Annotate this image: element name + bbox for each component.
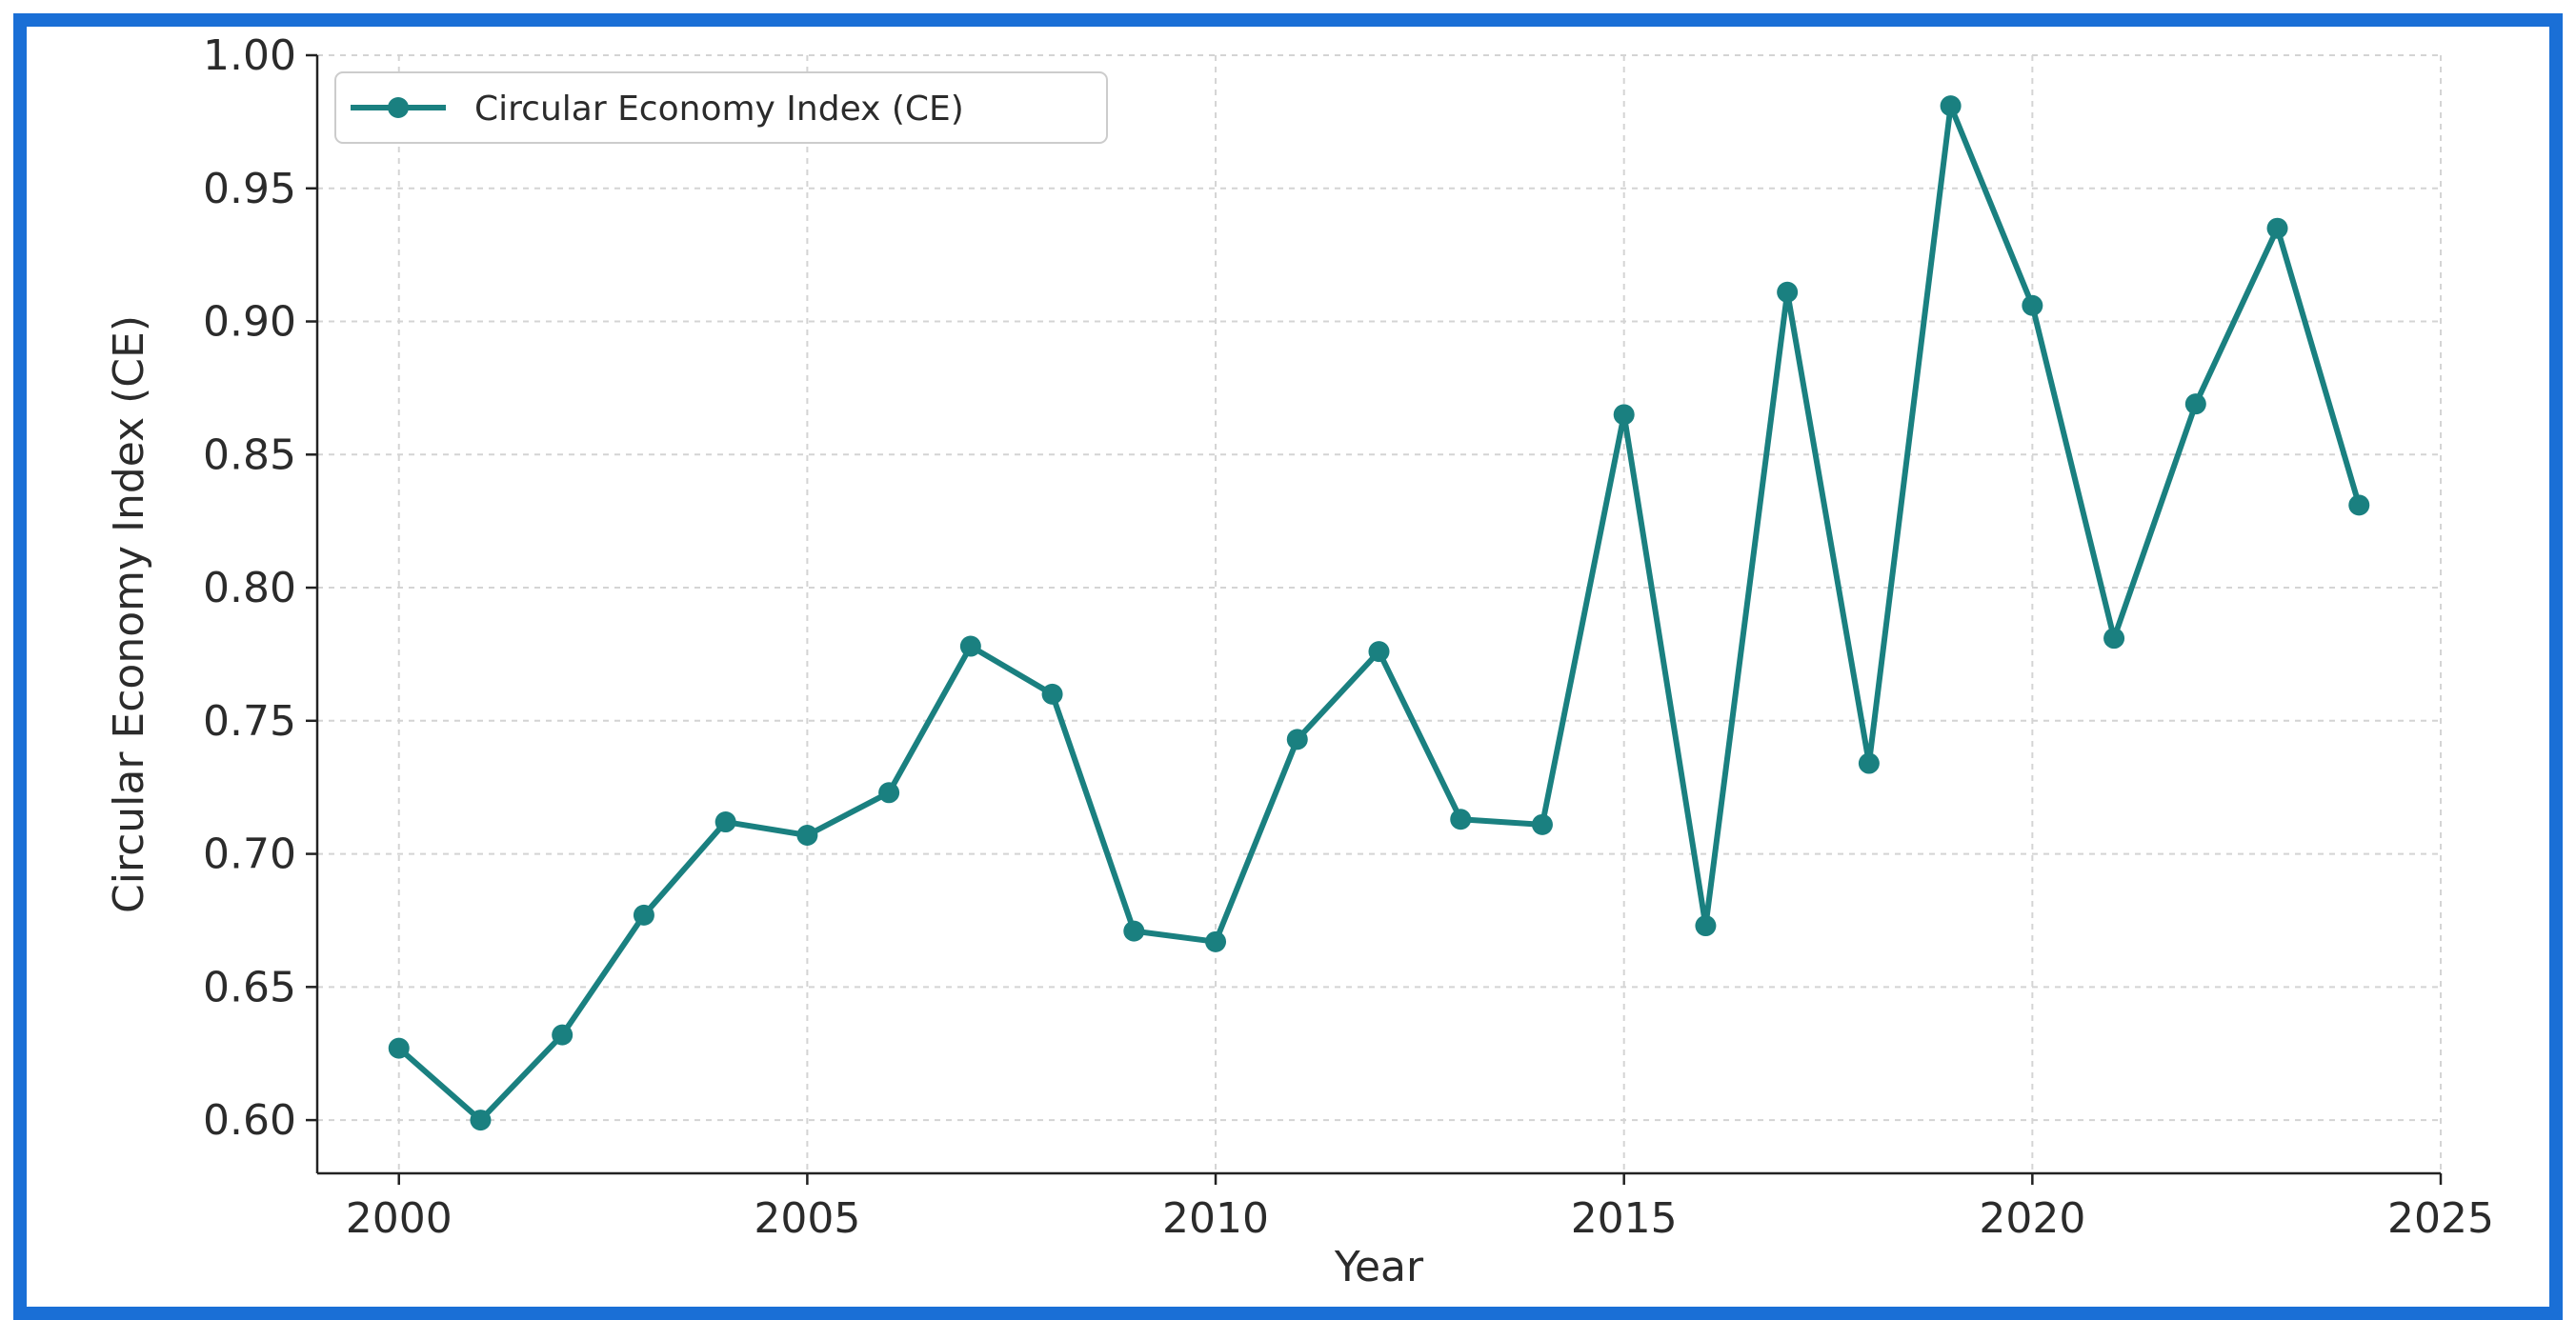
y-tick-label: 0.80 xyxy=(203,564,296,612)
legend: Circular Economy Index (CE) xyxy=(334,71,1108,144)
y-tick-label: 0.90 xyxy=(203,298,296,347)
x-axis-title: Year xyxy=(1334,1243,1424,1291)
x-tick-label: 2020 xyxy=(1979,1194,2085,1243)
x-tick-label: 2005 xyxy=(754,1194,860,1243)
y-tick-label: 0.60 xyxy=(203,1096,296,1145)
data-point xyxy=(2266,217,2288,239)
legend-box xyxy=(334,71,1108,144)
data-point xyxy=(1940,95,1962,117)
data-point xyxy=(1123,920,1145,942)
y-axis-ticks: 0.60 0.65 0.70 0.75 0.80 0.85 0.90 0.95 1.00 xyxy=(203,31,317,1145)
legend-label: Circular Economy Index (CE) xyxy=(474,90,964,129)
y-tick-label: 0.65 xyxy=(203,963,296,1011)
y-tick-label: 0.70 xyxy=(203,830,296,879)
data-point xyxy=(1450,809,1472,830)
data-point xyxy=(1368,641,1390,663)
data-point xyxy=(2103,628,2125,650)
data-point xyxy=(714,811,736,833)
series-line xyxy=(395,103,2363,1124)
x-axis-ticks: 2000 2005 2010 2015 2020 2025 xyxy=(346,1173,2494,1243)
data-point xyxy=(2184,393,2206,415)
grid xyxy=(317,54,2442,1173)
y-tick-label: 0.95 xyxy=(203,165,296,213)
data-point xyxy=(1205,930,1227,952)
data-point xyxy=(1041,683,1063,705)
x-tick-label: 2025 xyxy=(2387,1194,2494,1243)
y-axis-title: Circular Economy Index (CE) xyxy=(105,315,153,913)
legend-marker-swatch xyxy=(388,97,409,118)
data-point xyxy=(1613,404,1635,426)
data-point xyxy=(959,635,981,657)
data-point xyxy=(1286,729,1308,750)
data-point xyxy=(2348,494,2370,516)
data-point xyxy=(1531,813,1553,835)
data-point xyxy=(633,904,654,926)
y-tick-label: 1.00 xyxy=(203,31,296,80)
data-point xyxy=(796,825,818,847)
data-point xyxy=(552,1024,574,1046)
x-tick-label: 2000 xyxy=(346,1194,453,1243)
y-tick-label: 0.75 xyxy=(203,697,296,746)
data-point xyxy=(1695,915,1717,937)
data-point xyxy=(1777,281,1799,303)
y-tick-label: 0.85 xyxy=(203,430,296,479)
data-point xyxy=(470,1110,492,1131)
x-tick-label: 2015 xyxy=(1571,1194,1678,1243)
data-point xyxy=(2022,294,2043,316)
data-point xyxy=(1858,752,1880,774)
data-point xyxy=(388,1037,410,1059)
series-layer xyxy=(388,95,2370,1131)
figure-frame xyxy=(13,13,2563,1320)
data-point xyxy=(878,782,900,804)
x-tick-label: 2010 xyxy=(1162,1194,1269,1243)
